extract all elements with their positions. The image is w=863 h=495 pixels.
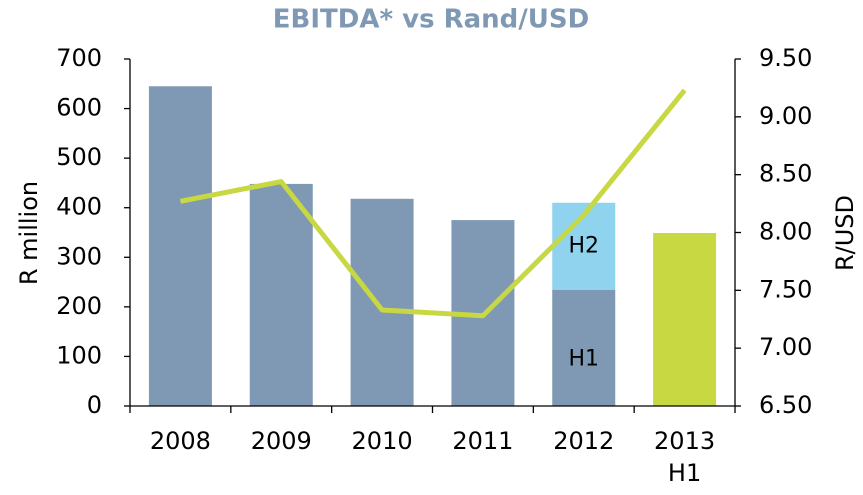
segment-label: H2 bbox=[568, 233, 599, 258]
y2-tick-label: 6.50 bbox=[759, 391, 812, 419]
bar bbox=[350, 198, 414, 406]
x-tick-label: 2011 bbox=[452, 427, 513, 455]
x-tick-label: 2012 bbox=[553, 427, 614, 455]
y-tick-label: 300 bbox=[56, 242, 102, 270]
y-tick-label: 100 bbox=[56, 341, 102, 369]
line bbox=[179, 88, 687, 319]
chart-title: EBITDA* vs Rand/USD bbox=[273, 5, 589, 35]
y2-tick-label: 8.50 bbox=[759, 160, 812, 188]
y2-tick-label: 7.00 bbox=[759, 333, 812, 361]
y2-tick-label: 7.50 bbox=[759, 275, 812, 303]
x-tick-label: 2013 H1 bbox=[654, 427, 715, 487]
x-tick-label: 2008 bbox=[150, 427, 211, 455]
bar bbox=[552, 290, 616, 406]
y-tick-label: 0 bbox=[87, 391, 102, 419]
x-tick-label: 2010 bbox=[352, 427, 413, 455]
y-tick-label: 400 bbox=[56, 193, 102, 221]
y-tick-label: 600 bbox=[56, 94, 102, 122]
bar bbox=[148, 86, 212, 406]
y2-tick-label: 8.00 bbox=[759, 218, 812, 246]
y2-tick-label: 9.50 bbox=[759, 44, 812, 72]
y2-tick-label: 9.00 bbox=[759, 102, 812, 130]
bar bbox=[249, 183, 313, 406]
y-tick-label: 500 bbox=[56, 143, 102, 171]
x-tick-label: 2009 bbox=[251, 427, 312, 455]
y2-axis-label: R/USD bbox=[831, 195, 859, 271]
y-tick-label: 200 bbox=[56, 292, 102, 320]
y-tick-label: 700 bbox=[56, 44, 102, 72]
y-axis-label: R million bbox=[15, 181, 43, 285]
bar bbox=[653, 232, 717, 406]
segment-label: H1 bbox=[568, 347, 599, 372]
